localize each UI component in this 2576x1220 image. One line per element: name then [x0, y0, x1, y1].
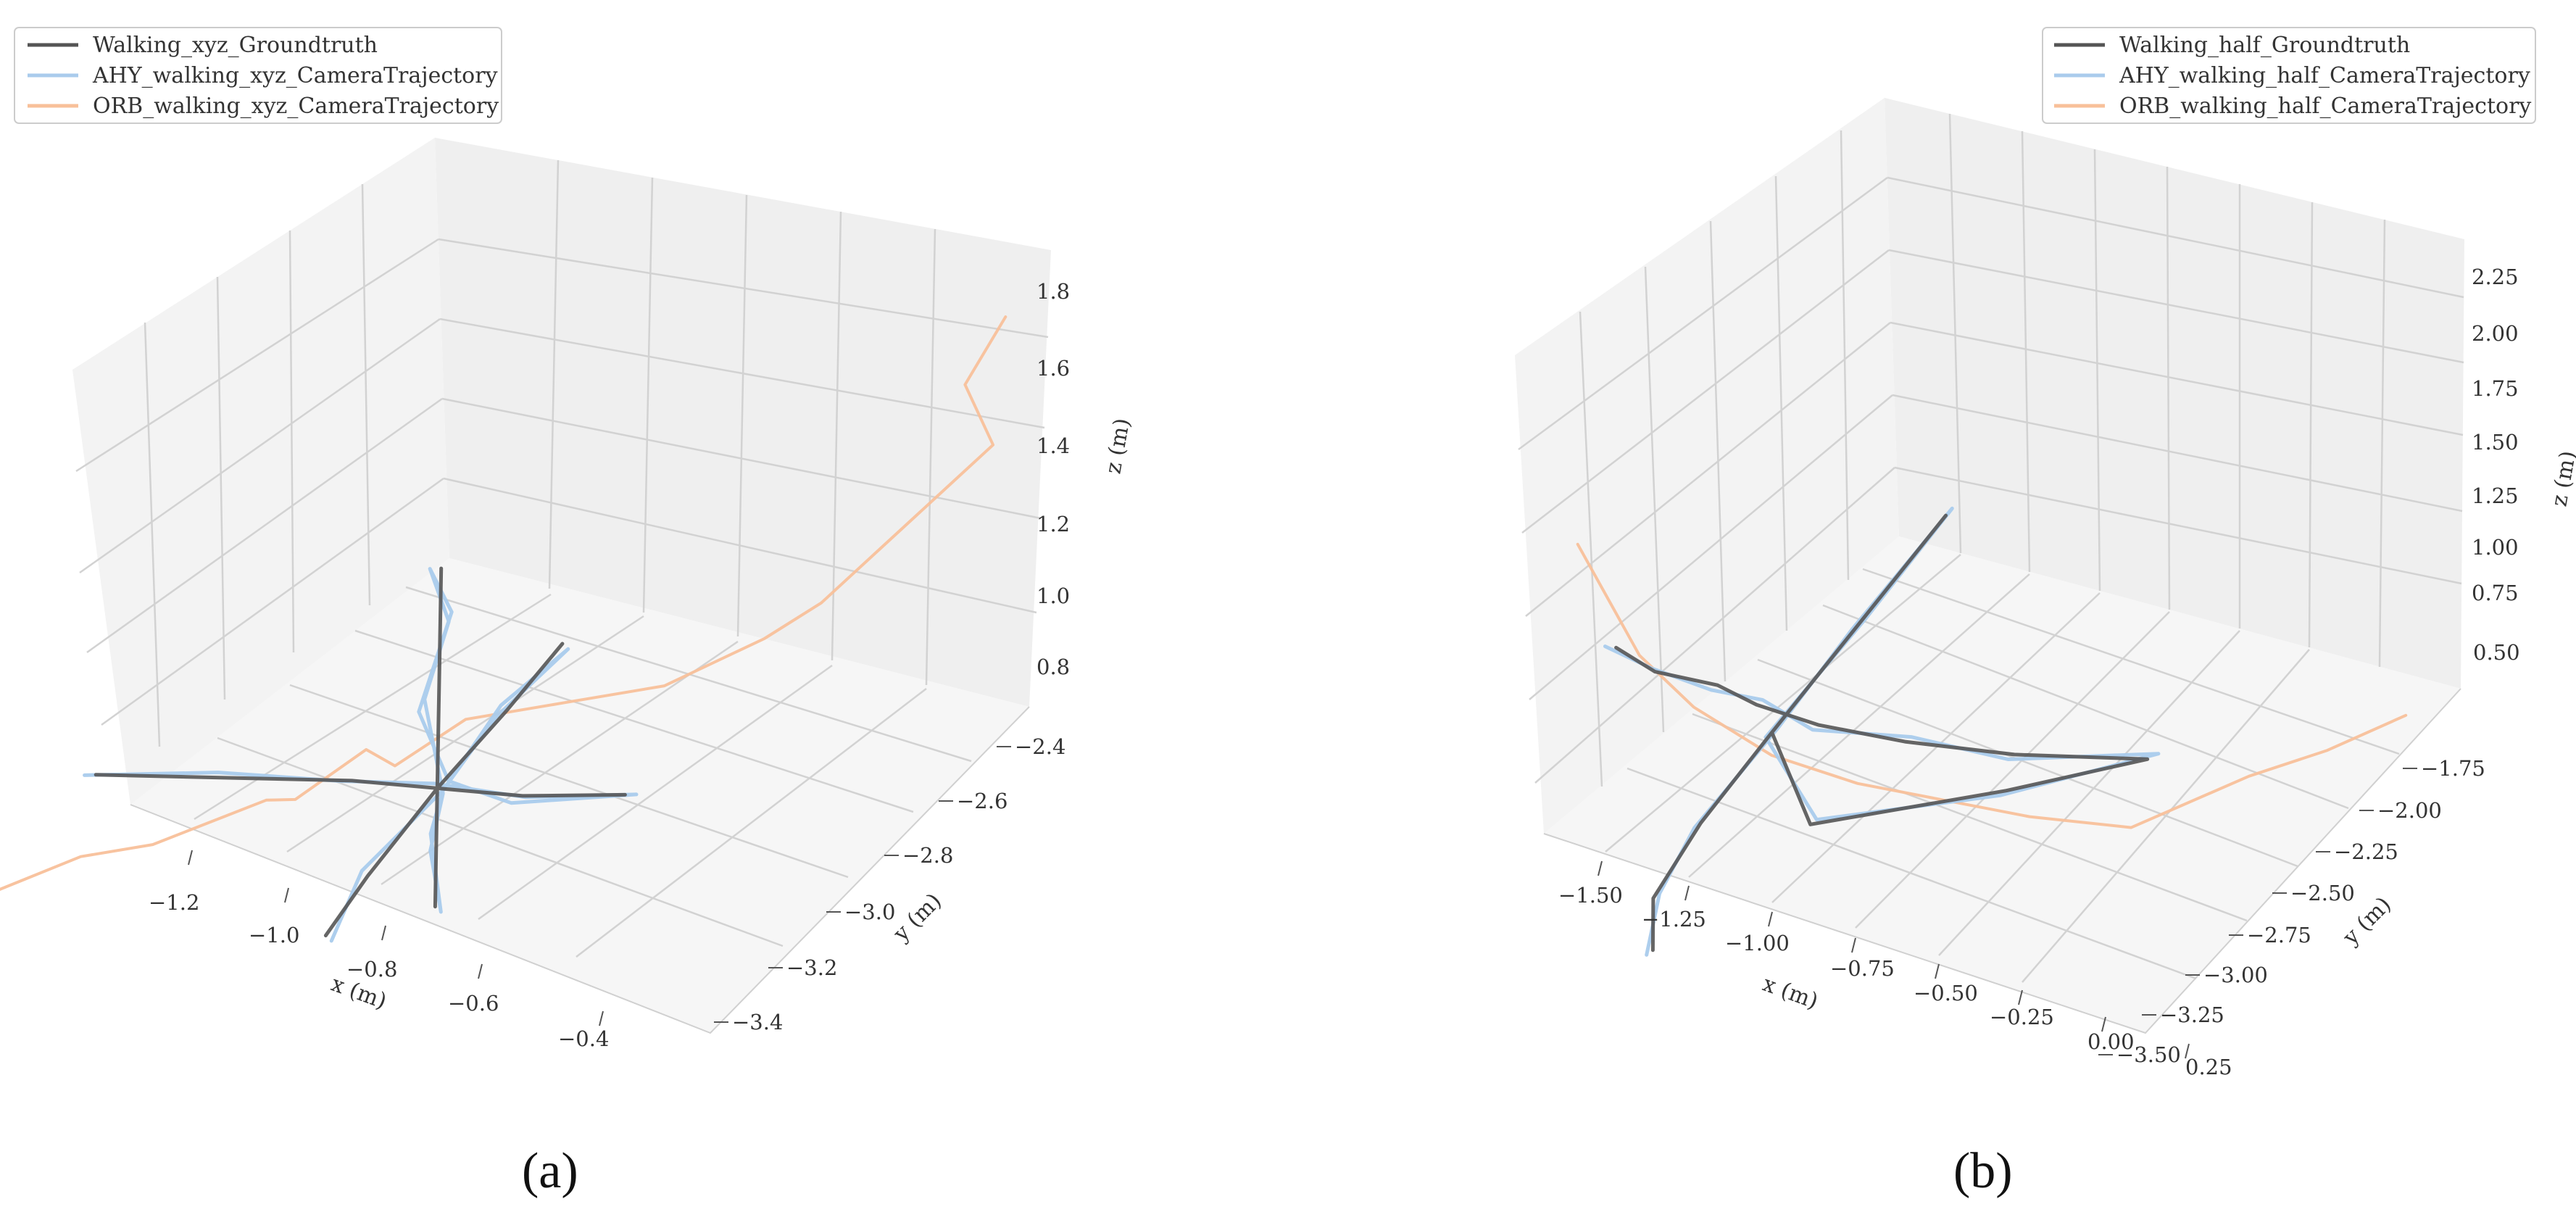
legend-entry: AHY_walking_half_CameraTrajectory: [2119, 63, 2530, 88]
panel-b-x-label: x (m): [1759, 971, 1821, 1015]
panel-b-y-tick: −2.75: [2247, 923, 2311, 947]
panel-a-x-tick: −0.6: [448, 991, 499, 1016]
panel-a-y-tick: −2.6: [957, 789, 1007, 813]
panel-b-legend: Walking_half_Groundtruth AHY_walking_hal…: [2042, 27, 2536, 124]
panel-b-x-tick: −0.25: [1990, 1005, 2054, 1029]
panel-b-z-tick: 2.25: [2472, 265, 2519, 289]
panel-b-z-tick: 1.00: [2472, 535, 2519, 560]
panel-b-x-tick: −1.00: [1725, 931, 1790, 955]
panel-a-z-axis: 0.8 1.0 1.2 1.4 1.6 1.8 z (m): [1036, 279, 1135, 679]
trajectory-orb: [0, 315, 1007, 892]
panel-b-y-tick: −2.25: [2334, 839, 2398, 864]
panel-b-trajectories: [1576, 506, 2408, 957]
panel-b-x-tick: −1.50: [1558, 883, 1623, 908]
panel-b-x-tick: 0.00: [2087, 1029, 2135, 1054]
panel-b-y-tick: −3.25: [2160, 1003, 2224, 1027]
panel-b: 0.50 0.75 1.00 1.25 1.50 1.75 2.00 2.25 …: [1515, 27, 2576, 1199]
legend-entry: ORB_walking_xyz_CameraTrajectory: [93, 94, 499, 119]
panel-a: 0.8 1.0 1.2 1.4 1.6 1.8 z (m) −2.4 −2.6 …: [0, 27, 1135, 1199]
panel-a-y-tick: −2.4: [1015, 734, 1065, 759]
panel-a-z-tick: 1.2: [1036, 512, 1070, 536]
panel-a-frame: [130, 706, 1030, 1034]
panel-a-x-tick: −0.4: [558, 1026, 609, 1051]
panel-a-z-tick: 1.4: [1036, 433, 1070, 458]
panel-a-y-tick: −3.4: [732, 1010, 783, 1034]
panel-b-z-tick: 0.75: [2472, 581, 2519, 605]
panel-b-z-tick: 1.25: [2472, 484, 2519, 508]
trajectory-orb: [1576, 542, 2408, 829]
panel-a-z-tick: 1.8: [1036, 279, 1070, 304]
panel-a-x-tick: −1.0: [249, 923, 299, 947]
trajectory-groundtruth: [94, 566, 627, 938]
panel-b-y-tick: −3.50: [2116, 1042, 2181, 1067]
legend-entry: Walking_half_Groundtruth: [2119, 33, 2410, 58]
panel-a-trajectories: [0, 315, 1007, 943]
panel-a-y-tick: −3.2: [786, 955, 837, 980]
panel-a-z-tick: 1.6: [1036, 356, 1070, 381]
panel-b-z-tick: 2.00: [2472, 321, 2519, 346]
panel-b-x-tick: −1.25: [1642, 907, 1706, 931]
panel-a-x-tick: −0.8: [346, 957, 397, 982]
panel-a-y-label: y (m): [888, 889, 947, 947]
panel-a-y-tick: −2.8: [902, 843, 953, 868]
panel-a-caption: (a): [522, 1143, 578, 1199]
panel-b-z-tick: 1.75: [2472, 376, 2519, 401]
panel-b-y-tick: −2.50: [2290, 881, 2355, 905]
legend-entry: ORB_walking_half_CameraTrajectory: [2119, 94, 2531, 119]
panel-b-y-tick: −1.75: [2421, 756, 2485, 781]
panel-a-grid: [75, 159, 1049, 958]
panel-a-z-label: z (m): [1100, 416, 1135, 476]
panel-b-x-tick: −0.75: [1830, 956, 1895, 981]
panel-b-x-tick: 0.25: [2185, 1055, 2232, 1079]
panel-b-z-label: z (m): [2546, 449, 2576, 508]
panel-a-x-tick: −1.2: [149, 890, 199, 915]
panel-b-y-tick: −2.00: [2377, 798, 2442, 823]
panel-b-z-axis: 0.50 0.75 1.00 1.25 1.50 1.75 2.00 2.25 …: [2472, 265, 2576, 665]
panel-a-legend: Walking_xyz_Groundtruth AHY_walking_xyz_…: [14, 27, 502, 124]
panel-b-frame: [1543, 688, 2461, 1034]
panel-b-z-tick: 1.50: [2472, 430, 2519, 455]
panel-b-grid: [1518, 113, 2464, 983]
panel-b-y-tick: −3.00: [2203, 963, 2268, 987]
panel-a-y-tick: −3.0: [844, 900, 895, 924]
panel-b-x-tick: −0.50: [1914, 981, 1978, 1005]
panel-a-z-tick: 1.0: [1036, 584, 1070, 608]
panel-a-z-tick: 0.8: [1036, 655, 1070, 679]
panel-b-z-tick: 0.50: [2473, 640, 2520, 665]
legend-entry: Walking_xyz_Groundtruth: [93, 33, 378, 58]
panel-a-left-pane: [72, 138, 449, 805]
panel-b-caption: (b): [1953, 1143, 2013, 1199]
legend-entry: AHY_walking_xyz_CameraTrajectory: [92, 63, 498, 88]
trajectory-groundtruth: [1614, 513, 2150, 953]
